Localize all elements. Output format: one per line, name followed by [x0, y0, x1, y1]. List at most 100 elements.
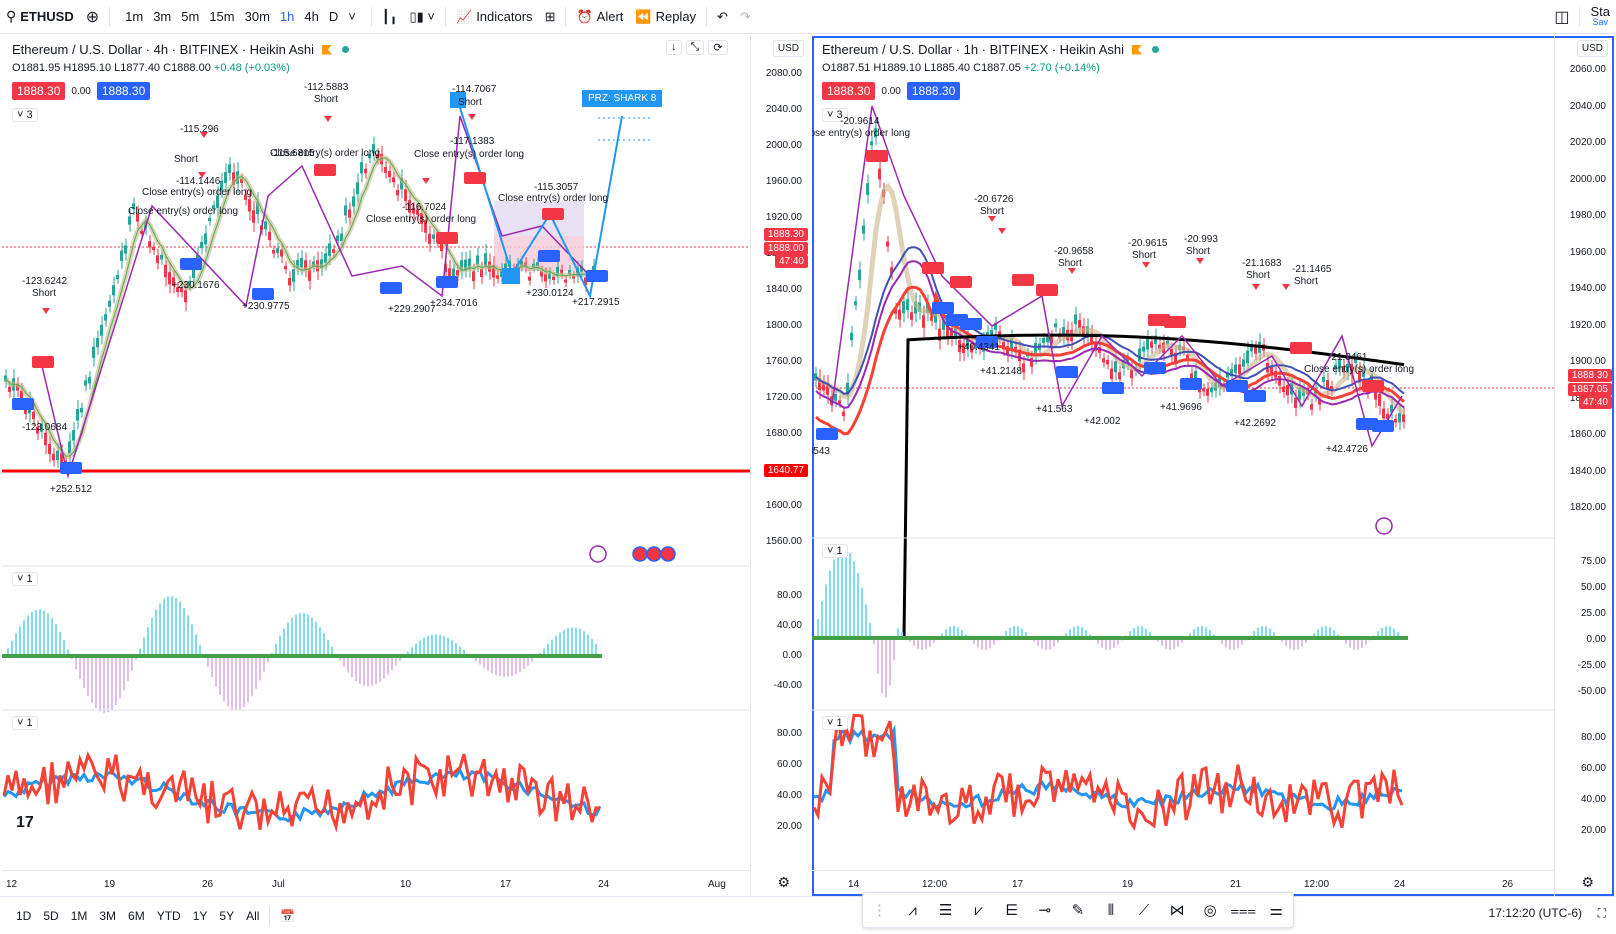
range-1M[interactable]: 1M: [70, 908, 88, 923]
interval-D[interactable]: D: [328, 9, 339, 24]
right-chart-canvas[interactable]: [812, 36, 1554, 870]
indicator-collapse-button[interactable]: ˅ 3: [12, 108, 38, 122]
close-price-tag: 1887.05: [1567, 383, 1612, 396]
range-6M[interactable]: 6M: [128, 908, 145, 923]
settings-icon[interactable]: ⚙: [777, 874, 790, 890]
arrow-down-icon[interactable]: ↓: [666, 40, 682, 55]
candle-body: [1386, 413, 1389, 420]
candle-body: [264, 221, 267, 230]
symbol-search[interactable]: ⚲ ETHUSD: [0, 0, 80, 34]
wave-icon[interactable]: ⩗: [974, 901, 983, 919]
hline-icon[interactable]: ⊸: [1038, 902, 1052, 919]
candle-body: [834, 393, 837, 401]
right-time-axis[interactable]: 14 12:00 17 19 21 12:00 24 26: [812, 870, 1554, 896]
brush-icon[interactable]: ✎: [1071, 902, 1085, 919]
drag-handle-icon[interactable]: ⋮: [872, 902, 888, 919]
date-range-button[interactable]: 📅: [274, 909, 301, 923]
interval-3m[interactable]: 3m: [153, 9, 172, 24]
trade-annotation: -20.9658: [1054, 246, 1094, 257]
refresh-icon[interactable]: ⟳: [708, 40, 728, 55]
buy-signal: [538, 250, 560, 262]
replay-button[interactable]: ⏪ Replay: [629, 0, 702, 34]
trade-annotation: +217.2915: [572, 297, 620, 308]
range-5D[interactable]: 5D: [43, 908, 59, 923]
trade-annotation: Short: [314, 94, 338, 105]
interval-1m[interactable]: 1m: [125, 9, 144, 24]
interval-30m[interactable]: 30m: [244, 9, 270, 24]
interval-15m[interactable]: 15m: [209, 9, 235, 24]
range-All[interactable]: All: [246, 908, 260, 923]
left-price-axis[interactable]: 2080.002040.002000.001960.001920.001880.…: [750, 36, 810, 896]
save-area[interactable]: Sta Sav: [1584, 0, 1616, 34]
bars-icon[interactable]: ⦀: [1107, 901, 1115, 919]
bar-style-button[interactable]: ┃╻: [376, 0, 404, 34]
indicator-collapse-button[interactable]: ˅ 3: [822, 108, 848, 122]
currency-selector[interactable]: USD: [1576, 40, 1608, 57]
candle-body: [1278, 375, 1281, 386]
candle-body: [288, 278, 291, 286]
cycle-icon[interactable]: ◎: [1203, 902, 1217, 919]
left-time-axis[interactable]: 12 19 26 Jul 10 17 24 Aug: [2, 870, 750, 896]
osc2-collapse-button[interactable]: ˅ 1: [12, 716, 38, 730]
price-tick: 1820.00: [1569, 502, 1606, 513]
buy-price-button[interactable]: 1888.30: [96, 82, 151, 100]
add-symbol-button[interactable]: ⊕: [80, 0, 105, 34]
prz-shark-label[interactable]: PRZ: SHARK 8: [582, 90, 663, 107]
range-1Y[interactable]: 1Y: [192, 908, 208, 923]
left-chart-pane[interactable]: Ethereum / U.S. Dollar · 4h · BITFINEX ·…: [2, 36, 810, 896]
osc1-collapse-button[interactable]: ˅ 1: [822, 544, 848, 558]
interval-4h[interactable]: 4h: [304, 9, 319, 24]
osc1-collapse-button[interactable]: ˅ 1: [12, 572, 38, 586]
settings-icon[interactable]: ⚙: [1581, 874, 1594, 890]
trade-annotation: +41.9696: [1160, 402, 1202, 413]
lines-icon[interactable]: ☰: [938, 902, 953, 919]
sell-price-button[interactable]: 1888.30: [12, 82, 66, 100]
candle-body: [544, 274, 547, 282]
candle-body: [84, 380, 87, 386]
price-tick: 1960.00: [765, 176, 802, 187]
interval-5m[interactable]: 5m: [181, 9, 200, 24]
collapse-icon[interactable]: ⤡: [685, 40, 705, 55]
pattern-icon[interactable]: ⩘: [908, 901, 917, 919]
candle-body: [1202, 388, 1205, 392]
osc2-collapse-button[interactable]: ˅ 1: [822, 716, 848, 730]
range-1D[interactable]: 1D: [16, 908, 32, 923]
fib-icon[interactable]: ⋿: [1005, 902, 1019, 919]
currency-selector[interactable]: USD: [772, 40, 804, 57]
layout-button[interactable]: ◫: [1548, 0, 1575, 34]
support-level-tag: 1640.77: [763, 464, 808, 477]
undo-button[interactable]: ↶: [711, 0, 734, 34]
candle-body: [1298, 387, 1301, 400]
indicators-button[interactable]: 📈 Indicators: [450, 0, 539, 34]
sell-signal: [1164, 316, 1186, 328]
range-YTD[interactable]: YTD: [156, 908, 181, 923]
clock[interactable]: 17:12:20 (UTC-6): [1488, 906, 1582, 920]
candle-body: [1338, 360, 1341, 369]
templates-button[interactable]: ⊞: [539, 0, 562, 34]
range-5Y[interactable]: 5Y: [219, 908, 235, 923]
right-price-axis[interactable]: 2060.00 2040.00 2020.00 2000.00 1980.00 1960.…: [1554, 36, 1614, 896]
trade-annotation: Short: [174, 154, 198, 165]
redo-button[interactable]: ↷: [734, 0, 757, 34]
buy-price-button[interactable]: 1888.30: [906, 82, 961, 100]
open-value: O1881.95: [12, 62, 61, 74]
range-icon[interactable]: ⩶: [1230, 901, 1257, 919]
xabcd-icon[interactable]: ⋈: [1169, 902, 1185, 919]
fullscreen-icon[interactable]: ⛶: [1597, 906, 1606, 920]
candle-body: [428, 233, 431, 244]
left-chart-canvas[interactable]: [2, 36, 750, 870]
drawing-toolbar: ⋮ ⩘ ☰ ⩗ ⋿ ⊸ ✎ ⦀ ⟋ ⋈ ◎ ⩶ ⚌: [862, 892, 1294, 928]
chart-type-button[interactable]: ▯▮ ˅: [403, 0, 441, 34]
candle-body: [990, 330, 993, 336]
range-3M[interactable]: 3M: [99, 908, 117, 923]
candle-body: [24, 408, 27, 414]
alert-button[interactable]: ⏰ Alert: [570, 0, 629, 34]
trendline-icon[interactable]: ⟋: [1138, 901, 1150, 919]
sliders-icon[interactable]: ⚌: [1269, 902, 1283, 919]
right-chart-pane[interactable]: Ethereum / U.S. Dollar · 1h · BITFINEX ·…: [812, 36, 1614, 896]
chevron-down-icon[interactable]: ˅: [348, 9, 356, 24]
sell-price-button[interactable]: 1888.30: [822, 82, 876, 100]
short-arrow: [422, 178, 430, 184]
candle-body: [1030, 358, 1033, 367]
interval-1h[interactable]: 1h: [279, 9, 295, 24]
